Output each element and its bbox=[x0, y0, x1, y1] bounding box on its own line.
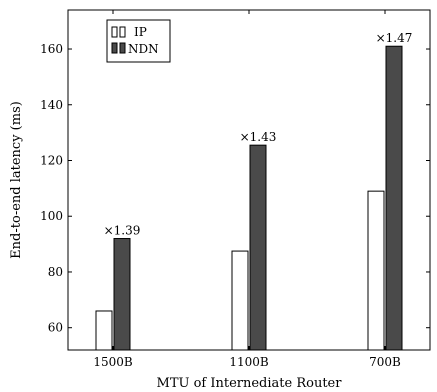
y-axis-label: End-to-end latency (ms) bbox=[9, 101, 24, 259]
y-tick-label-3: 120 bbox=[40, 153, 63, 167]
bar-ndn-0 bbox=[113, 238, 131, 351]
x-axis-label: MTU of Internediate Router bbox=[157, 376, 343, 391]
legend-swatch-ip-2 bbox=[119, 26, 126, 38]
x-tick-label-1: 1100B bbox=[229, 355, 269, 369]
legend: IP NDN bbox=[106, 19, 171, 63]
ratio-annotation-0: ×1.39 bbox=[104, 224, 141, 238]
y-tick-label-0: 60 bbox=[48, 321, 63, 335]
legend-label-ip: IP bbox=[134, 25, 147, 39]
y-tick-label-4: 140 bbox=[40, 98, 63, 112]
bar-ip-0 bbox=[95, 310, 113, 351]
ratio-annotation-2: ×1.47 bbox=[376, 31, 413, 45]
y-tick-label-2: 100 bbox=[40, 209, 63, 223]
x-tick-label-0: 1500B bbox=[93, 355, 133, 369]
y-tick-label-5: 160 bbox=[40, 42, 63, 56]
x-tick-label-2: 700B bbox=[369, 355, 401, 369]
bar-ndn-1 bbox=[249, 144, 267, 351]
legend-label-ndn: NDN bbox=[128, 42, 159, 56]
legend-swatch-ndn-2 bbox=[119, 42, 126, 54]
y-tick-label-1: 80 bbox=[48, 265, 63, 279]
bar-ip-1 bbox=[231, 250, 249, 351]
bar-ndn-2 bbox=[385, 45, 403, 351]
legend-swatch-ndn-1 bbox=[111, 42, 118, 54]
legend-swatch-ip-1 bbox=[111, 26, 118, 38]
ratio-annotation-1: ×1.43 bbox=[240, 130, 277, 144]
bar-ip-2 bbox=[367, 190, 385, 351]
